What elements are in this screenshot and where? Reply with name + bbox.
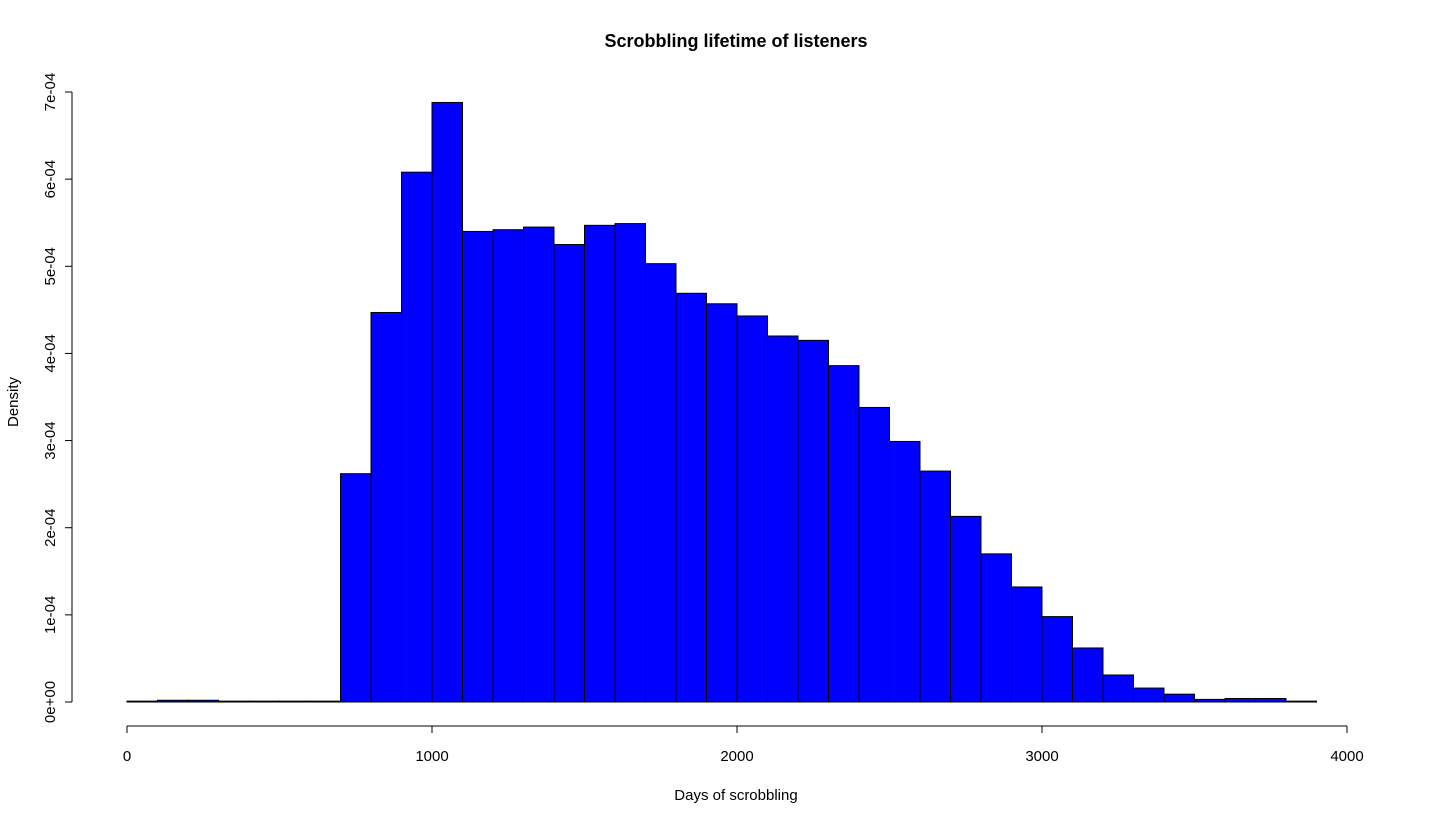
histogram-bar <box>675 292 707 703</box>
histogram-bar <box>889 440 921 703</box>
histogram-bar <box>797 339 829 703</box>
histogram-bar <box>645 263 677 703</box>
histogram-bar <box>1194 698 1226 703</box>
histogram-bar <box>1072 647 1104 703</box>
y-tick-label: 4e-04 <box>42 334 59 372</box>
y-tick-label: 2e-04 <box>42 509 59 547</box>
histogram-bar <box>553 244 585 703</box>
x-tick-label: 0 <box>123 748 131 765</box>
histogram-bar <box>187 699 219 703</box>
histogram-bar <box>1255 698 1287 703</box>
histogram-bar <box>279 700 311 703</box>
histogram-bar <box>1224 698 1256 703</box>
histogram-bar <box>401 171 433 703</box>
histogram-bars <box>126 101 1317 703</box>
histogram-bar <box>858 406 890 703</box>
histogram-bar <box>218 700 250 703</box>
histogram-bar <box>584 224 616 703</box>
x-tick-label: 1000 <box>415 748 448 765</box>
y-axis-label: Density <box>5 376 22 427</box>
x-tick-label: 2000 <box>720 748 753 765</box>
y-tick-label: 7e-04 <box>42 73 59 111</box>
histogram-bar <box>492 229 524 703</box>
y-tick-label: 0e+00 <box>42 681 59 723</box>
x-axis-label: Days of scrobbling <box>674 787 797 804</box>
histogram-bar <box>340 473 372 703</box>
histogram-bar <box>1285 700 1317 703</box>
histogram-bar <box>980 553 1012 703</box>
histogram-bar <box>614 223 646 703</box>
histogram-bar <box>736 315 768 703</box>
x-tick-label: 3000 <box>1025 748 1058 765</box>
x-axis: 0 1000 2000 3000 4000 <box>123 725 1364 765</box>
histogram-bar <box>950 515 982 703</box>
histogram-bar <box>248 700 280 703</box>
histogram-bar <box>706 303 738 703</box>
histogram-bar <box>431 101 463 703</box>
histogram-bar <box>157 699 189 703</box>
y-tick-label: 5e-04 <box>42 247 59 285</box>
histogram-bar <box>767 335 799 703</box>
histogram-bar <box>1041 616 1073 703</box>
histogram-bar <box>462 230 494 703</box>
y-tick-label: 1e-04 <box>42 596 59 634</box>
histogram-bar <box>1133 687 1165 703</box>
histogram-bar <box>126 700 158 703</box>
y-tick-label: 6e-04 <box>42 160 59 198</box>
histogram-bar <box>523 226 555 703</box>
x-tick-label: 4000 <box>1330 748 1363 765</box>
histogram-bar <box>1011 586 1043 703</box>
histogram-bar <box>919 470 951 703</box>
chart-title: Scrobbling lifetime of listeners <box>604 31 867 51</box>
y-axis: 0e+00 1e-04 2e-04 3e-04 4e-04 5e-04 6e-04 7e-04 <box>42 73 73 723</box>
histogram-bar <box>370 311 402 703</box>
histogram-bar <box>1102 674 1134 703</box>
histogram-bar <box>309 700 341 703</box>
y-tick-label: 3e-04 <box>42 421 59 459</box>
histogram-bar <box>828 365 860 703</box>
histogram-bar <box>1163 693 1195 703</box>
